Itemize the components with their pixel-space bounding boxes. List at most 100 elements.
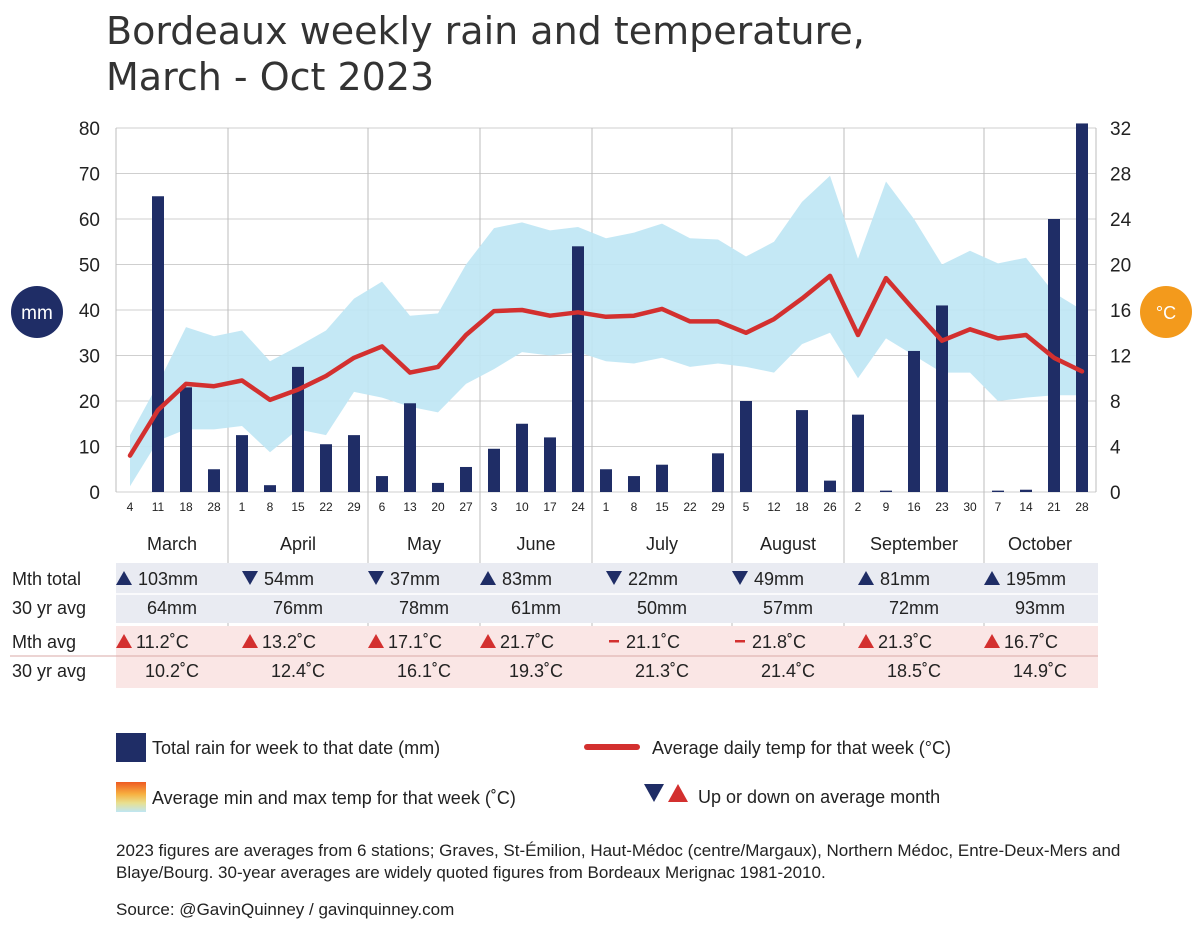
rain-bar <box>180 387 192 492</box>
temp-month-avg: 13.2˚C <box>262 632 316 652</box>
legend: Total rain for week to that date (mm) Av… <box>116 733 951 812</box>
month-label: May <box>407 534 441 554</box>
week-tick-label: 1 <box>239 500 246 514</box>
down-triangle-icon <box>368 571 384 585</box>
table-row-label: 30 yr avg <box>12 598 86 618</box>
temp-month-avg: 21.8˚C <box>752 632 806 652</box>
month-label: July <box>646 534 678 554</box>
week-tick-label: 28 <box>1075 500 1089 514</box>
legend-bar-swatch <box>116 733 146 762</box>
legend-band-swatch <box>116 782 146 812</box>
rain-bar <box>460 466 472 492</box>
rain-bar <box>572 246 584 492</box>
week-tick-label: 9 <box>883 500 890 514</box>
week-tick-label: 29 <box>711 500 725 514</box>
up-triangle-icon <box>858 634 874 648</box>
avg-temp-path <box>127 273 1085 458</box>
rain-bar <box>348 435 360 492</box>
table-row-label: Mth total <box>12 569 81 589</box>
monthly-table: Mth total 30 yr avg Mth avg 30 yr avg 103mm 5… <box>10 563 1098 688</box>
rain-30yr-avg: 57mm <box>763 598 813 618</box>
temp-30yr-avg: 16.1˚C <box>397 661 451 681</box>
rain-bar <box>796 410 808 492</box>
rain-month-total: 83mm <box>502 569 552 589</box>
rain-bar <box>152 196 164 492</box>
temp-band-area <box>130 175 1082 487</box>
up-triangle-icon <box>858 571 874 585</box>
week-tick-label: 2 <box>855 500 862 514</box>
week-tick-label: 8 <box>267 500 274 514</box>
month-label: August <box>760 534 816 554</box>
month-label: September <box>870 534 958 554</box>
week-tick-label: 24 <box>571 500 585 514</box>
temp-month-avg: 21.7˚C <box>500 632 554 652</box>
right-axis-tick: 4 <box>1110 438 1121 459</box>
temp-month-avg: 21.3˚C <box>878 632 932 652</box>
week-tick-label: 4 <box>127 500 134 514</box>
rain-month-total: 54mm <box>264 569 314 589</box>
right-axis-tick: 12 <box>1110 347 1131 368</box>
rain-bar <box>936 305 948 492</box>
rain-table-bg <box>116 563 1098 623</box>
week-tick-label: 17 <box>543 500 557 514</box>
temp-30yr-avg: 19.3˚C <box>509 661 563 681</box>
no-change-dash-icon <box>735 640 745 643</box>
up-triangle-icon <box>984 634 1000 648</box>
left-axis-tick: 30 <box>79 347 100 368</box>
rain-30yr-avg: 50mm <box>637 598 687 618</box>
chart-title: Bordeaux weekly rain and temperature, Ma… <box>106 8 1006 100</box>
up-triangle-icon <box>242 634 258 648</box>
week-tick-label: 22 <box>683 500 697 514</box>
week-tick-label: 5 <box>743 500 750 514</box>
celsius-badge: °C <box>1140 286 1192 338</box>
down-triangle-icon <box>606 571 622 585</box>
left-axis-tick: 70 <box>79 165 100 186</box>
legend-arrows-label: Up or down on average month <box>698 787 940 807</box>
rain-month-total: 22mm <box>628 569 678 589</box>
rain-bar <box>544 437 556 492</box>
temp-30yr-avg: 10.2˚C <box>145 661 199 681</box>
week-tick-label: 12 <box>767 500 781 514</box>
title-line-2: March - Oct 2023 <box>106 55 435 99</box>
left-axis: 0 10 20 30 40 50 60 70 80 <box>79 119 100 504</box>
legend-bar-label: Total rain for week to that date (mm) <box>152 738 440 758</box>
right-axis-tick: 20 <box>1110 256 1131 277</box>
month-label: June <box>516 534 555 554</box>
legend-line-swatch <box>584 744 640 750</box>
temp-month-avg: 17.1˚C <box>388 632 442 652</box>
week-tick-labels: 4 11 18 28 1 8 15 22 29 6 13 20 27 3 10 17 24 1 8 15 22 29 5 12… <box>127 500 1089 514</box>
up-triangle-icon <box>480 634 496 648</box>
rain-30yr-avg: 93mm <box>1015 598 1065 618</box>
mm-badge-circle <box>11 286 63 338</box>
month-label: April <box>280 534 316 554</box>
week-tick-label: 21 <box>1047 500 1061 514</box>
rain-bar <box>516 423 528 492</box>
week-tick-label: 7 <box>995 500 1002 514</box>
min-max-temp-band <box>130 175 1082 487</box>
source-credit: Source: @GavinQuinney / gavinquinney.com <box>116 900 455 919</box>
month-label: March <box>147 534 197 554</box>
right-axis-tick: 16 <box>1110 301 1131 322</box>
temp-30yr-avg: 21.4˚C <box>761 661 815 681</box>
week-tick-label: 26 <box>823 500 837 514</box>
footnote: 2023 figures are averages from 6 station… <box>116 841 1121 882</box>
week-tick-label: 6 <box>379 500 386 514</box>
left-axis-tick: 20 <box>79 392 100 413</box>
week-tick-label: 10 <box>515 500 529 514</box>
right-axis-tick: 8 <box>1110 392 1121 413</box>
rain-30yr-avg: 61mm <box>511 598 561 618</box>
right-axis: 0 4 8 12 16 20 24 28 32 <box>1110 119 1132 504</box>
temp-30yr-avg: 21.3˚C <box>635 661 689 681</box>
table-row-label: Mth avg <box>12 632 76 652</box>
rain-bars <box>152 123 1088 492</box>
rain-month-total: 195mm <box>1006 569 1066 589</box>
rain-bar <box>712 453 724 492</box>
rain-month-total: 37mm <box>390 569 440 589</box>
temp-month-avg: 11.2˚C <box>136 632 189 652</box>
rain-bar <box>208 469 220 492</box>
week-tick-label: 29 <box>347 500 361 514</box>
right-axis-tick: 28 <box>1110 165 1131 186</box>
week-tick-label: 30 <box>963 500 977 514</box>
left-axis-tick: 50 <box>79 256 100 277</box>
